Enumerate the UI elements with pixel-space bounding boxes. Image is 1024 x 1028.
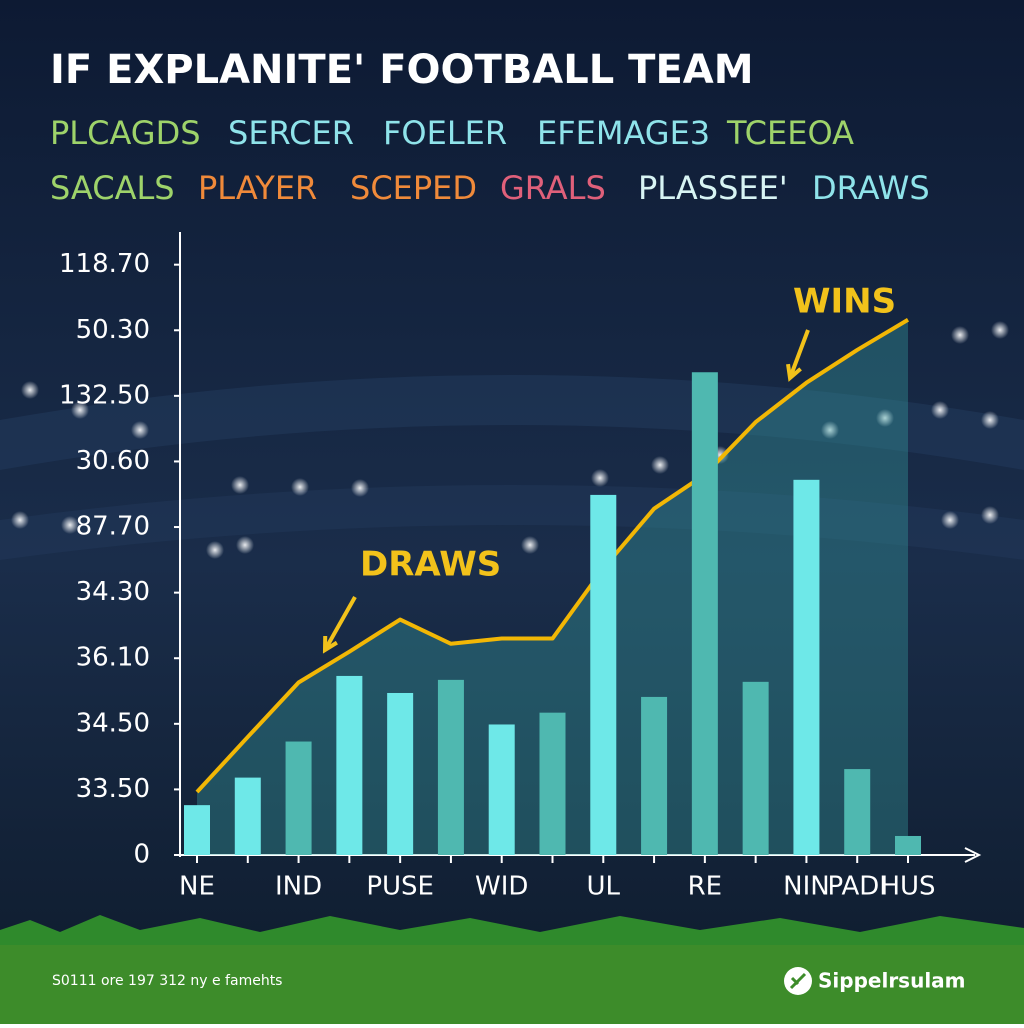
stadium-light: [231, 476, 249, 494]
bar: [488, 724, 515, 855]
stadium-light: [651, 456, 669, 474]
grass: [0, 915, 1024, 950]
stadium-light: [291, 478, 309, 496]
stadium-light: [521, 536, 539, 554]
header-label: DRAWS: [812, 169, 930, 207]
x-tick-label: UL: [587, 872, 621, 902]
stadium-light: [931, 401, 949, 419]
stadium-light: [61, 516, 79, 534]
bar: [895, 835, 921, 855]
header-label: SACALS: [50, 169, 175, 207]
annotation-arrowhead: [786, 363, 802, 382]
bar: [691, 372, 718, 855]
header-label: FOELER: [383, 114, 507, 152]
bar: [336, 675, 363, 855]
x-tick-label: HUS: [880, 872, 935, 902]
y-tick-label: 132.50: [59, 380, 150, 410]
bar: [590, 494, 617, 855]
stadium-lights: [11, 321, 1009, 559]
annotation: DRAWS: [360, 545, 501, 585]
stadium-ring: [0, 375, 1024, 470]
header-label: SCEPED: [350, 169, 477, 207]
stadium-ring: [0, 485, 1024, 560]
header-label: SERCER: [228, 114, 354, 152]
stadium-light: [206, 541, 224, 559]
bar: [285, 741, 312, 855]
header-label: PLCAGDS: [50, 114, 201, 152]
stadium-light: [71, 401, 89, 419]
bar: [387, 692, 414, 855]
chart-title: IF EXPLANITE' FOOTBALL TEAM: [50, 47, 754, 93]
header-label: PLASSEE': [638, 169, 788, 207]
stadium-light: [981, 506, 999, 524]
bar: [742, 681, 769, 855]
stadium-light: [21, 381, 39, 399]
y-tick-label: 50.30: [76, 315, 150, 345]
y-tick-label: 87.70: [76, 512, 150, 542]
y-tick-label: 33.50: [76, 774, 150, 804]
stadium-light: [236, 536, 254, 554]
x-tick-label: WID: [475, 872, 528, 902]
header-label: GRALS: [500, 169, 606, 207]
stadium-light: [11, 511, 29, 529]
footer-bar: [0, 945, 1024, 1024]
bar: [437, 679, 464, 855]
x-tick-label: IND: [275, 872, 322, 902]
annotation-arrow: [323, 596, 357, 651]
bar: [184, 805, 210, 855]
annotation-arrowhead: [322, 635, 338, 654]
annotation-arrow: [788, 329, 810, 379]
stadium-light: [821, 421, 839, 439]
y-tick-label: 36.10: [76, 643, 150, 673]
header-label: PLAYER: [198, 169, 317, 207]
footer-text: S0111 ore 197 312 ny e famehts: [52, 973, 282, 989]
y-tick-label: 118.70: [59, 249, 150, 279]
x-tick-label: RE: [688, 872, 723, 902]
stadium-light: [876, 409, 894, 427]
stadium-light: [951, 326, 969, 344]
x-tick-label: NIN: [783, 872, 830, 902]
y-tick-label: 30.60: [76, 446, 150, 476]
stadium-light: [981, 411, 999, 429]
y-tick-label: 0: [133, 840, 150, 870]
area: [197, 319, 908, 856]
stadium-light: [131, 421, 149, 439]
bar: [793, 479, 820, 855]
y-tick-label: 34.30: [76, 577, 150, 607]
x-tick-label: NE: [179, 872, 215, 902]
header-label: EFEMAGE3: [537, 114, 710, 152]
bar: [234, 777, 261, 855]
y-tick-label: 34.50: [76, 708, 150, 738]
brand-name: Sippelrsulam: [818, 969, 966, 993]
x-axis-arrow: [964, 847, 982, 863]
line: [195, 318, 910, 794]
bar: [844, 769, 871, 855]
stadium-light: [941, 511, 959, 529]
stadium-light: [351, 479, 369, 497]
annotation: WINS: [793, 282, 896, 322]
stadium-light: [591, 469, 609, 487]
header-label: TCEEOA: [726, 114, 854, 152]
x-tick-label: PADI: [827, 872, 887, 902]
x-tick-label: PUSE: [366, 872, 434, 902]
stadium-light: [991, 321, 1009, 339]
bar: [641, 696, 668, 855]
bar: [539, 712, 566, 855]
brand-logo-mark: [789, 972, 807, 990]
